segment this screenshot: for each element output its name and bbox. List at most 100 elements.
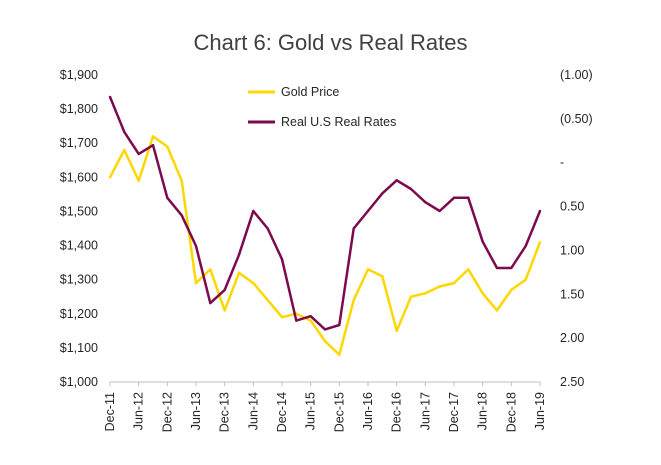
data-point (438, 209, 441, 213)
y-right-tick-label: 1.50 (560, 287, 584, 301)
x-tick-label: Jun-19 (533, 392, 547, 430)
y-left-tick-label: $1,000 (60, 375, 98, 389)
data-point (266, 298, 269, 302)
legend: Gold Price Real U.S Real Rates (248, 85, 396, 129)
data-point (495, 266, 499, 270)
data-point (323, 328, 327, 331)
data-point (352, 227, 355, 230)
data-point (151, 143, 155, 147)
data-point (166, 145, 169, 148)
y-right-tick-label: - (560, 156, 564, 170)
chart-title: Chart 6: Gold vs Real Rates (193, 30, 468, 55)
series-line-gold-price (108, 135, 542, 356)
data-point (381, 275, 384, 278)
data-point (137, 179, 140, 182)
x-tick-label: Dec-17 (447, 392, 461, 432)
x-tick-label: Jun-13 (189, 392, 203, 430)
x-tick-label: Jun-14 (246, 392, 260, 430)
data-point (252, 209, 255, 213)
data-point (280, 315, 284, 319)
axes-layer: $1,000 $1,100 $1,200 $1,300 $1,400 $1,500 $1,6… (60, 68, 593, 432)
y-left-tick-label: $1,700 (60, 136, 98, 150)
data-point (266, 227, 269, 230)
data-point (395, 179, 398, 182)
y-right-tick-label: 1.00 (560, 243, 584, 257)
data-point (180, 214, 183, 217)
data-point (452, 196, 456, 199)
data-point (438, 285, 441, 288)
data-point (123, 130, 126, 134)
data-point (495, 309, 499, 312)
y-left-tick-label: $1,100 (60, 341, 98, 355)
y-left-tick-label: $1,400 (60, 239, 98, 253)
data-point (108, 95, 112, 99)
data-point (510, 266, 513, 270)
data-point (481, 292, 484, 295)
data-point (338, 353, 341, 356)
x-tick-label: Dec-18 (504, 392, 518, 432)
data-point (280, 258, 284, 261)
data-point (395, 329, 398, 333)
data-point (223, 288, 226, 292)
data-point (366, 209, 370, 213)
data-point (524, 278, 527, 281)
data-point (223, 309, 226, 312)
data-point (538, 240, 542, 244)
y-right-tick-label: 0.50 (560, 200, 584, 214)
x-tick-label: Dec-11 (103, 392, 117, 431)
x-tick-label: Dec-16 (390, 392, 404, 432)
legend-label: Gold Price (281, 85, 339, 99)
x-tick-label: Jun-12 (132, 392, 146, 430)
x-tick-label: Dec-12 (160, 392, 174, 432)
data-point (424, 200, 427, 204)
data-point (409, 295, 413, 298)
data-point (524, 244, 527, 248)
y-left-tick-label: $1,800 (60, 102, 98, 116)
x-tick-label: Dec-13 (218, 392, 232, 432)
data-point (309, 315, 312, 318)
data-point (123, 148, 126, 152)
data-point (209, 301, 212, 305)
data-point (481, 240, 484, 243)
data-point (252, 281, 255, 285)
data-point (209, 268, 212, 271)
data-point (381, 192, 384, 195)
x-tick-label: Jun-15 (304, 392, 318, 430)
data-point (237, 271, 241, 275)
data-point (194, 244, 198, 248)
data-point (180, 179, 183, 182)
y-right-tick-label: 2.00 (560, 331, 584, 345)
y-left-tick-label: $1,900 (60, 68, 98, 82)
data-point (366, 268, 370, 271)
data-point (424, 292, 427, 295)
y-left-tick-label: $1,600 (60, 170, 98, 184)
data-point (467, 268, 470, 271)
x-tick-label: Dec-15 (332, 392, 346, 432)
data-point (137, 152, 140, 156)
data-point (510, 288, 513, 292)
series-layer (108, 95, 542, 356)
y-right-tick-label: (1.00) (560, 68, 593, 82)
data-point (467, 196, 470, 199)
data-point (237, 253, 241, 257)
series-line-real-rates (108, 96, 542, 331)
x-tick-label: Jun-16 (361, 392, 375, 430)
data-point (409, 187, 413, 191)
x-tick-label: Jun-17 (418, 392, 432, 430)
y-right-tick-label: (0.50) (560, 112, 593, 126)
x-tick-label: Jun-18 (476, 392, 490, 430)
legend-label: Real U.S Real Rates (281, 115, 396, 129)
data-point (338, 323, 341, 327)
y-right-tick-label: 2.50 (560, 375, 584, 389)
y-left-tick-label: $1,200 (60, 307, 98, 321)
data-point (323, 339, 327, 343)
y-left-tick-label: $1,300 (60, 273, 98, 287)
data-point (151, 135, 155, 138)
data-point (108, 176, 112, 179)
data-point (452, 281, 456, 285)
data-point (352, 298, 355, 302)
data-point (309, 319, 312, 322)
data-point (295, 319, 298, 322)
data-point (538, 209, 542, 213)
